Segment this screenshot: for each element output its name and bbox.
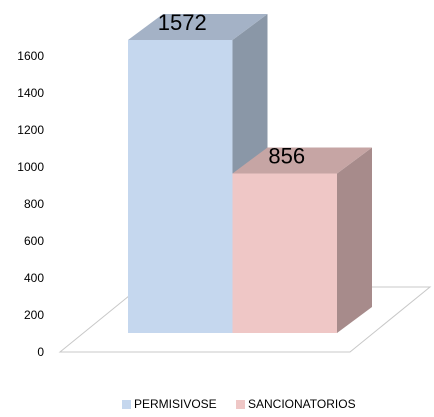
y-tick-label: 1000 — [17, 160, 44, 174]
y-tick-label: 600 — [24, 234, 44, 248]
y-tick-label: 400 — [24, 271, 44, 285]
y-tick-label: 800 — [24, 197, 44, 211]
legend-label: PERMISIVOSE — [134, 397, 217, 411]
bar-top — [232, 147, 372, 174]
y-tick-label: 1600 — [17, 49, 44, 63]
bar-front — [232, 173, 337, 333]
value-label: 1572 — [158, 10, 207, 35]
y-tick-label: 0 — [37, 345, 44, 359]
legend-label: SANCIONATORIOS — [248, 397, 356, 411]
legend-swatch — [236, 400, 245, 409]
y-tick-label: 200 — [24, 308, 44, 322]
bar — [232, 147, 372, 333]
value-label: 856 — [268, 143, 305, 168]
legend-swatch — [122, 400, 131, 409]
y-tick-label: 1400 — [17, 86, 44, 100]
bar-front — [128, 40, 233, 333]
y-tick-label: 1200 — [17, 123, 44, 137]
bar-side — [337, 147, 372, 333]
bar-top — [128, 14, 268, 40]
